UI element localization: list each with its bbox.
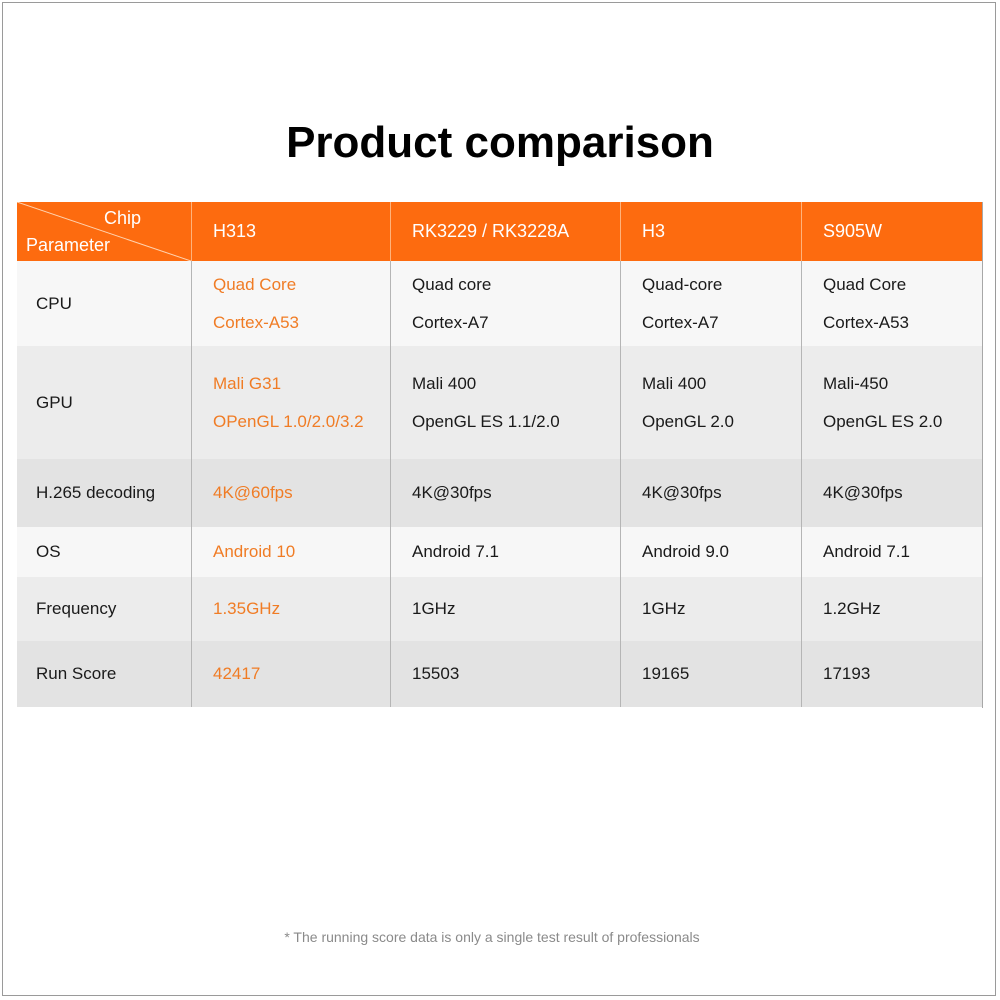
corner-chip-label: Chip	[103, 208, 141, 228]
value-line: Mali 400	[412, 373, 477, 393]
value-cell: Mali G31 OPenGL 1.0/2.0/3.2	[191, 346, 390, 459]
table-row: Frequency 1.35GHz 1GHz 1GHz 1.2GHz	[17, 577, 982, 641]
value-line: 17193	[823, 664, 871, 683]
value-cell: 1GHz	[390, 577, 620, 641]
chip-header: H313	[191, 202, 390, 261]
value-line: Quad core	[412, 274, 492, 294]
value-line: Android 7.1	[823, 542, 910, 561]
table-row: H.265 decoding 4K@60fps 4K@30fps 4K@30fps 4K…	[17, 459, 982, 527]
value-line: 1GHz	[642, 599, 686, 618]
value-cell: Android 10	[191, 527, 390, 577]
value-line: Android 10	[213, 542, 296, 561]
parameter-label: Frequency	[36, 599, 117, 618]
value-cell: 4K@30fps	[620, 459, 801, 527]
value-line: Mali G31	[213, 373, 282, 393]
table-row: GPU Mali G31 OPenGL 1.0/2.0/3.2 Mali 400 Ope…	[17, 346, 982, 459]
parameter-label: CPU	[36, 293, 72, 313]
value-line: Cortex-A7	[642, 312, 719, 332]
value-line: OpenGL 2.0	[642, 411, 734, 431]
value-cell: 19165	[620, 641, 801, 707]
value-line: 4K@30fps	[642, 483, 722, 502]
table-right-border	[982, 202, 983, 708]
value-line: OpenGL ES 2.0	[823, 411, 943, 431]
value-line: Mali 400	[642, 373, 707, 393]
chip-header: S905W	[801, 202, 982, 261]
value-cell: 4K@30fps	[390, 459, 620, 527]
value-cell: 1GHz	[620, 577, 801, 641]
parameter-label: GPU	[36, 392, 73, 412]
value-line: Mali-450	[823, 373, 889, 393]
value-line: Android 7.1	[412, 542, 499, 561]
value-line: 15503	[412, 664, 460, 683]
value-line: 4K@30fps	[823, 483, 903, 502]
value-cell: Quad Core Cortex-A53	[191, 261, 390, 346]
value-line: Quad Core	[823, 274, 907, 294]
chip-header: RK3229 / RK3228A	[390, 202, 620, 261]
value-line: Cortex-A53	[213, 312, 299, 332]
value-cell: Quad core Cortex-A7	[390, 261, 620, 346]
value-cell: Android 9.0	[620, 527, 801, 577]
value-cell: Android 7.1	[390, 527, 620, 577]
value-cell: Android 7.1	[801, 527, 982, 577]
value-cell: 17193	[801, 641, 982, 707]
value-cell: Quad Core Cortex-A53	[801, 261, 982, 346]
value-cell: 1.2GHz	[801, 577, 982, 641]
value-line: Cortex-A7	[412, 312, 489, 332]
value-line: Cortex-A53	[823, 312, 909, 332]
page-title: Product comparison	[286, 118, 714, 167]
parameter-label: Run Score	[36, 664, 117, 683]
value-cell: Mali 400 OpenGL 2.0	[620, 346, 801, 459]
value-line: 1GHz	[412, 599, 456, 618]
value-line: OPenGL 1.0/2.0/3.2	[213, 411, 364, 431]
value-line: 1.2GHz	[823, 599, 881, 618]
value-line: 1.35GHz	[213, 599, 281, 618]
corner-cell: Chip Parameter	[17, 202, 191, 261]
value-cell: Mali-450 OpenGL ES 2.0	[801, 346, 982, 459]
comparison-table: Chip Parameter H313 RK3229 / RK3228A H3 …	[17, 202, 982, 707]
value-line: 4K@60fps	[213, 483, 293, 502]
footnote: * The running score data is only a singl…	[284, 929, 700, 945]
diagonal-divider	[17, 202, 191, 261]
table-row: CPU Quad Core Cortex-A53 Quad core Cortex-A7…	[17, 261, 982, 346]
chip-header: H3	[620, 202, 801, 261]
value-cell: 1.35GHz	[191, 577, 390, 641]
value-line: 19165	[642, 664, 690, 683]
value-line: 4K@30fps	[412, 483, 492, 502]
value-cell: 42417	[191, 641, 390, 707]
value-line: 42417	[213, 664, 261, 683]
value-cell: Mali 400 OpenGL ES 1.1/2.0	[390, 346, 620, 459]
corner-parameter-label: Parameter	[26, 235, 111, 255]
table-row: OS Android 10 Android 7.1 Android 9.0 Androi…	[17, 527, 982, 577]
value-cell: 4K@60fps	[191, 459, 390, 527]
parameter-label: OS	[36, 542, 61, 561]
value-line: Android 9.0	[642, 542, 729, 561]
header-row: Chip Parameter H313 RK3229 / RK3228A H3 …	[17, 202, 982, 261]
parameter-label: H.265 decoding	[36, 483, 156, 502]
value-line: Quad Core	[213, 274, 297, 294]
value-cell: 15503	[390, 641, 620, 707]
value-cell: 4K@30fps	[801, 459, 982, 527]
value-line: OpenGL ES 1.1/2.0	[412, 411, 560, 431]
value-line: Quad-core	[642, 274, 723, 294]
value-cell: Quad-core Cortex-A7	[620, 261, 801, 346]
table-row: Run Score 42417 15503 19165 17193	[17, 641, 982, 707]
